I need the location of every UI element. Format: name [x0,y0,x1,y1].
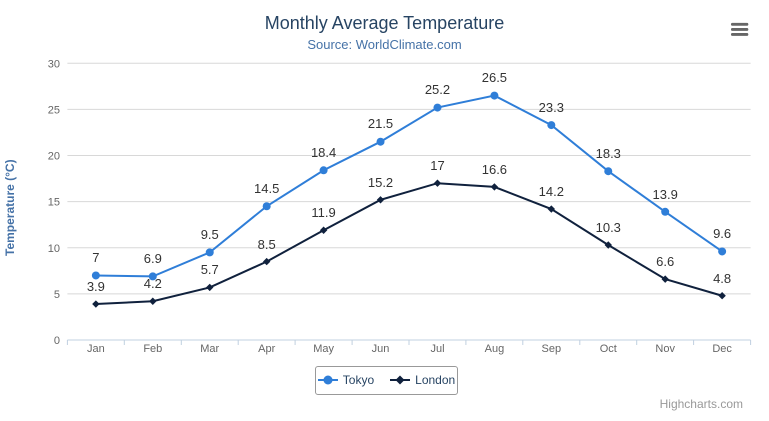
svg-text:21.5: 21.5 [368,116,393,131]
svg-text:Jan: Jan [87,343,105,355]
svg-text:4.2: 4.2 [144,276,162,291]
svg-text:Oct: Oct [600,343,617,355]
svg-text:Apr: Apr [258,343,275,355]
svg-text:9.6: 9.6 [713,226,731,241]
svg-text:Sep: Sep [542,343,562,355]
svg-text:15: 15 [48,197,60,209]
svg-text:6.6: 6.6 [656,254,674,269]
svg-text:30: 30 [48,58,60,70]
svg-text:3.9: 3.9 [87,279,105,294]
svg-text:10.3: 10.3 [596,220,621,235]
svg-text:Dec: Dec [712,343,732,355]
svg-text:5.7: 5.7 [201,262,219,277]
svg-text:Jun: Jun [372,343,390,355]
svg-text:Nov: Nov [655,343,675,355]
svg-text:6.9: 6.9 [144,251,162,266]
svg-text:23.3: 23.3 [539,100,564,115]
svg-text:Aug: Aug [485,343,505,355]
svg-text:Feb: Feb [143,343,162,355]
svg-text:0: 0 [54,335,60,347]
svg-text:25: 25 [48,104,60,116]
svg-text:4.8: 4.8 [713,271,731,286]
svg-text:18.4: 18.4 [311,145,336,160]
svg-text:16.6: 16.6 [482,162,507,177]
svg-text:14.2: 14.2 [539,184,564,199]
svg-text:9.5: 9.5 [201,227,219,242]
svg-text:20: 20 [48,151,60,163]
svg-text:7: 7 [92,250,99,265]
svg-text:11.9: 11.9 [311,205,335,220]
svg-text:17: 17 [430,158,444,173]
svg-text:Jul: Jul [430,343,444,355]
svg-text:13.9: 13.9 [653,187,678,202]
svg-text:8.5: 8.5 [258,237,276,252]
svg-text:5: 5 [54,289,60,301]
svg-text:15.2: 15.2 [368,175,393,190]
svg-text:25.2: 25.2 [425,82,450,97]
svg-text:10: 10 [48,243,60,255]
svg-text:26.5: 26.5 [482,70,507,85]
svg-text:Mar: Mar [200,343,219,355]
svg-text:May: May [313,343,334,355]
svg-text:18.3: 18.3 [596,146,621,161]
svg-text:14.5: 14.5 [254,181,279,196]
